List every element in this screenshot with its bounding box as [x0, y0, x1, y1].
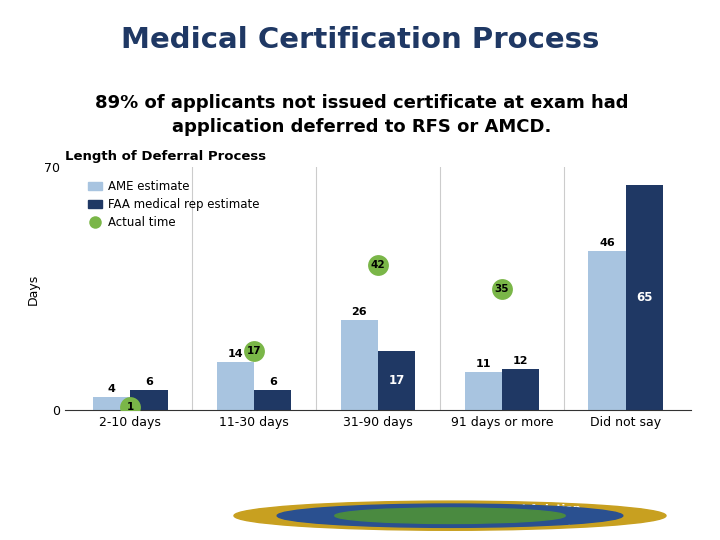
Text: 46: 46: [599, 238, 615, 248]
Bar: [378, 352, 415, 410]
Text: 17: 17: [389, 374, 405, 387]
Circle shape: [335, 508, 565, 523]
Text: 16: 16: [672, 507, 695, 525]
Text: 4: 4: [108, 384, 116, 394]
Bar: [130, 389, 168, 410]
Text: 89% of applicants not issued certificate at exam had
application deferred to RFS: 89% of applicants not issued certificate…: [95, 94, 629, 136]
Bar: [502, 369, 539, 410]
Text: 14: 14: [228, 349, 243, 359]
Bar: [217, 362, 254, 410]
Y-axis label: Days: Days: [27, 273, 40, 305]
Legend: AME estimate, FAA medical rep estimate, Actual time: AME estimate, FAA medical rep estimate, …: [84, 176, 264, 234]
Text: 65: 65: [636, 291, 652, 304]
Text: 42: 42: [371, 260, 385, 269]
Bar: [626, 185, 662, 410]
Text: 35: 35: [495, 284, 509, 294]
Bar: [464, 372, 502, 410]
Circle shape: [234, 501, 666, 530]
Text: Medical Certification Process: Medical Certification Process: [121, 26, 599, 55]
Text: Federal Aviation
Administration: Federal Aviation Administration: [479, 504, 580, 527]
Circle shape: [277, 504, 623, 528]
Text: 11: 11: [475, 360, 491, 369]
Text: 26: 26: [351, 307, 367, 318]
Bar: [341, 320, 378, 410]
Text: Length of Deferral Process: Length of Deferral Process: [65, 151, 266, 164]
Bar: [588, 251, 626, 410]
Text: Airman 2014 Satisfaction Survey Results
April 2015: Airman 2014 Satisfaction Survey Results …: [18, 505, 217, 526]
Bar: [254, 389, 292, 410]
Text: 6: 6: [145, 377, 153, 387]
Text: 6: 6: [269, 377, 276, 387]
Text: 12: 12: [513, 356, 528, 366]
Text: 17: 17: [247, 346, 261, 356]
Text: 1: 1: [127, 402, 134, 412]
Bar: [94, 396, 130, 410]
